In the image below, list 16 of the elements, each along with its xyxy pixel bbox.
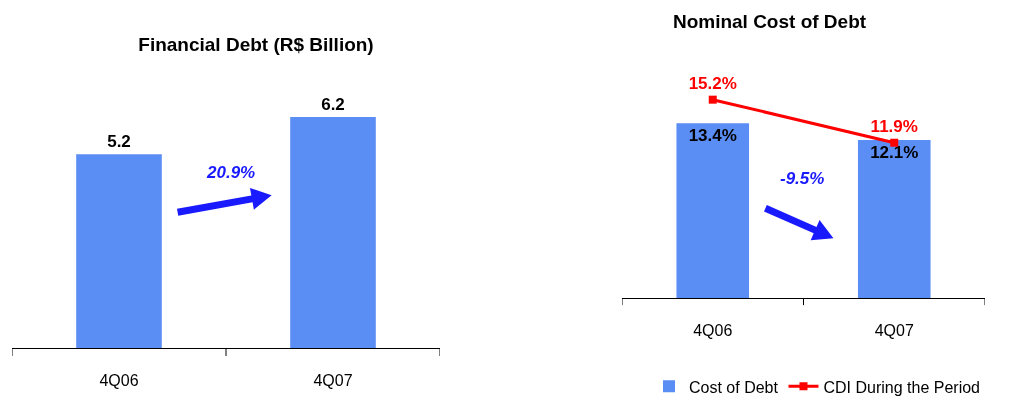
legend-label: Cost of Debt [689, 378, 779, 396]
x-tick-label: 4Q06 [693, 322, 733, 340]
data-label: 6.2 [321, 94, 345, 114]
data-label: 15.2% [688, 74, 737, 94]
data-label: 13.4% [688, 126, 737, 146]
chart-title: Financial Debt (R$ Billion) [138, 33, 374, 55]
x-tick-label: 4Q07 [313, 372, 353, 390]
data-label: 12.1% [870, 143, 919, 163]
data-label: 5.2 [107, 132, 131, 152]
x-tick-label: 4Q06 [99, 372, 139, 390]
x-tick-label: 4Q07 [874, 322, 914, 340]
data-label: 11.9% [870, 117, 918, 137]
legend-label: CDI During the Period [823, 378, 980, 396]
annotation: -9.5% [780, 169, 825, 188]
annotation: 20.9% [206, 163, 256, 182]
chart-title: Nominal Cost of Debt [672, 10, 867, 32]
